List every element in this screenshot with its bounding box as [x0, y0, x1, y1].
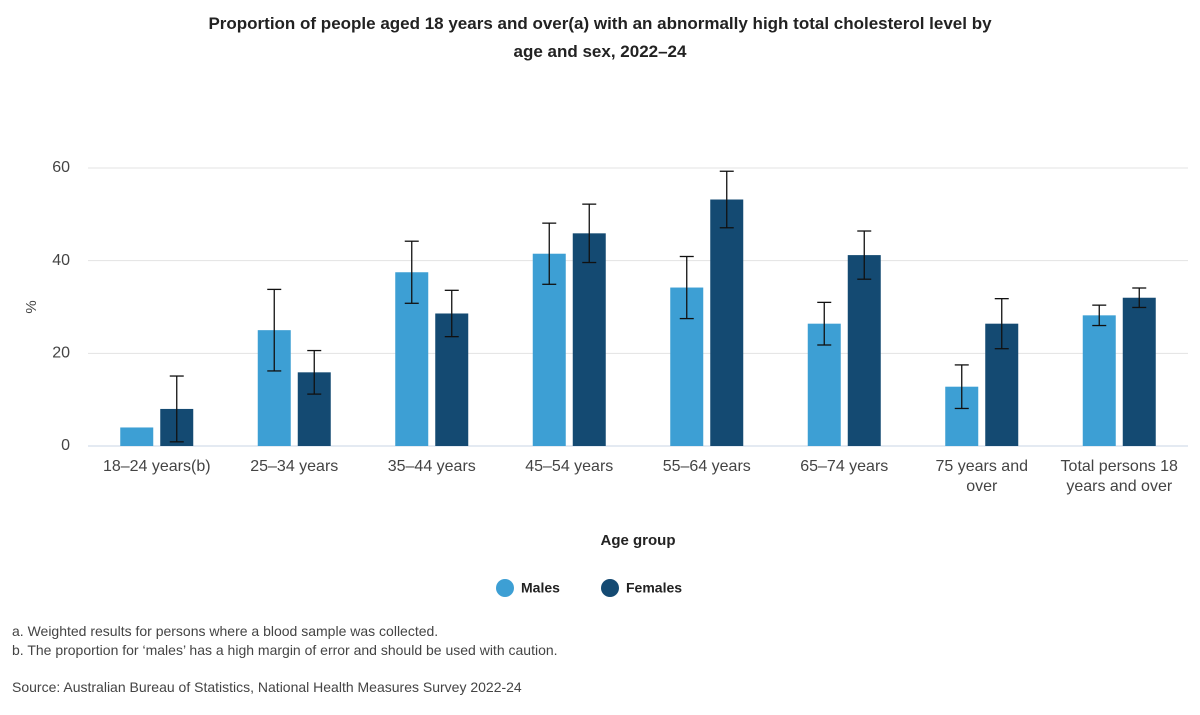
x-tick-label: 35–44 years [387, 458, 476, 475]
x-tick-label: 18–24 years(b) [102, 458, 211, 475]
bar [1122, 297, 1156, 446]
bar [847, 255, 881, 446]
error-bar [679, 255, 694, 320]
legend-marker [601, 579, 619, 597]
error-bar [307, 349, 322, 395]
legend-marker [496, 579, 514, 597]
y-tick-label: 40 [52, 252, 70, 269]
error-bar [169, 375, 184, 443]
footnote: b. The proportion for ‘males’ has a high… [12, 642, 558, 658]
bar [710, 199, 744, 446]
bar [532, 253, 566, 446]
x-tick-label: Total persons 18 years and over [1060, 458, 1178, 495]
error-bar [542, 222, 557, 285]
y-axis-label: % [23, 300, 40, 313]
error-bar [719, 170, 734, 229]
error-bar [404, 240, 419, 304]
error-bar [1092, 304, 1107, 327]
error-bar [582, 203, 597, 264]
error-bar [857, 230, 872, 280]
x-tick-label: 75 years and over [935, 458, 1028, 495]
footnote: a. Weighted results for persons where a … [12, 623, 439, 639]
x-tick-label: 55–64 years [662, 458, 751, 475]
y-tick-label: 20 [52, 345, 70, 362]
legend-label: Males [521, 580, 560, 596]
bar [1082, 315, 1116, 446]
error-bar [444, 289, 459, 338]
legend-label: Females [626, 580, 682, 596]
error-bar [994, 298, 1009, 350]
bar [572, 233, 606, 446]
bar [120, 427, 154, 446]
x-tick-label: 25–34 years [250, 458, 339, 475]
error-bar [1132, 287, 1147, 309]
x-axis-label: Age group [601, 532, 676, 549]
chart-title: Proportion of people aged 18 years and o… [208, 14, 992, 61]
error-bar [817, 301, 832, 346]
x-tick-label: 65–74 years [800, 458, 889, 475]
error-bar [267, 288, 282, 372]
y-tick-label: 60 [52, 159, 70, 176]
x-tick-label: 45–54 years [525, 458, 614, 475]
source: Source: Australian Bureau of Statistics,… [12, 679, 522, 695]
error-bar [954, 364, 969, 410]
y-tick-label: 0 [61, 437, 70, 454]
